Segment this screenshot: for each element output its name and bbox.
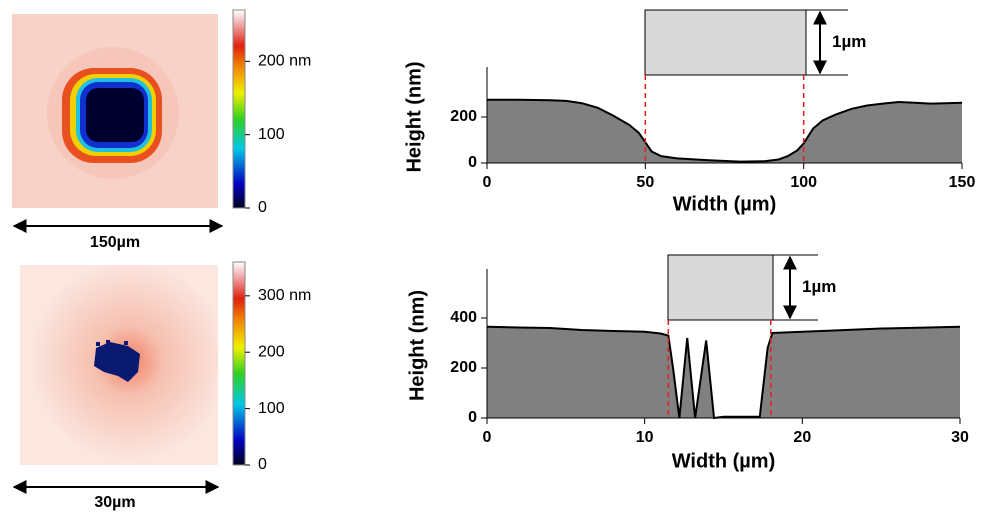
- colorbar: [232, 9, 246, 209]
- scale-label: 150µm: [90, 234, 140, 251]
- x-tick-label: 100: [790, 174, 817, 191]
- y-tick-label: 0: [468, 409, 477, 426]
- y-tick-label: 0: [468, 154, 477, 171]
- colorbar-tick-label: 0: [258, 199, 267, 216]
- x-tick-label: 30: [951, 429, 969, 446]
- afm-image: [12, 14, 218, 208]
- x-tick-label: 20: [793, 429, 811, 446]
- colorbar: [232, 261, 246, 466]
- area-fill: [487, 99, 962, 163]
- y-axis-label: Height (nm): [403, 61, 425, 172]
- x-axis-label: Width (µm): [672, 450, 776, 472]
- x-tick-label: 0: [483, 429, 492, 446]
- annotation: 1µm: [832, 32, 866, 51]
- x-tick-label: 10: [636, 429, 654, 446]
- afm-image: [20, 265, 218, 465]
- area-fill: [487, 326, 960, 418]
- annotation: 1µm: [802, 277, 836, 296]
- colorbar-tick-label: 0: [258, 456, 267, 473]
- x-axis-label: Width (µm): [673, 193, 777, 215]
- colorbar-tick-label: 100: [258, 126, 285, 143]
- colorbar-tick-label: 300 nm: [258, 287, 311, 304]
- x-tick-label: 50: [636, 174, 654, 191]
- y-tick-label: 200: [450, 108, 477, 125]
- x-tick-label: 150: [949, 174, 976, 191]
- profile-line: [487, 98, 963, 163]
- y-tick-label: 400: [450, 309, 477, 326]
- colorbar-tick-label: 200: [258, 343, 285, 360]
- scale-box: [667, 254, 774, 321]
- colorbar-tick-label: 200 nm: [258, 53, 311, 70]
- y-tick-label: 200: [450, 359, 477, 376]
- colorbar-tick-label: 100: [258, 400, 285, 417]
- x-tick-label: 0: [483, 174, 492, 191]
- y-axis-label: Height (nm): [406, 290, 428, 401]
- scale-box: [644, 9, 807, 76]
- scale-label: 30µm: [94, 494, 135, 511]
